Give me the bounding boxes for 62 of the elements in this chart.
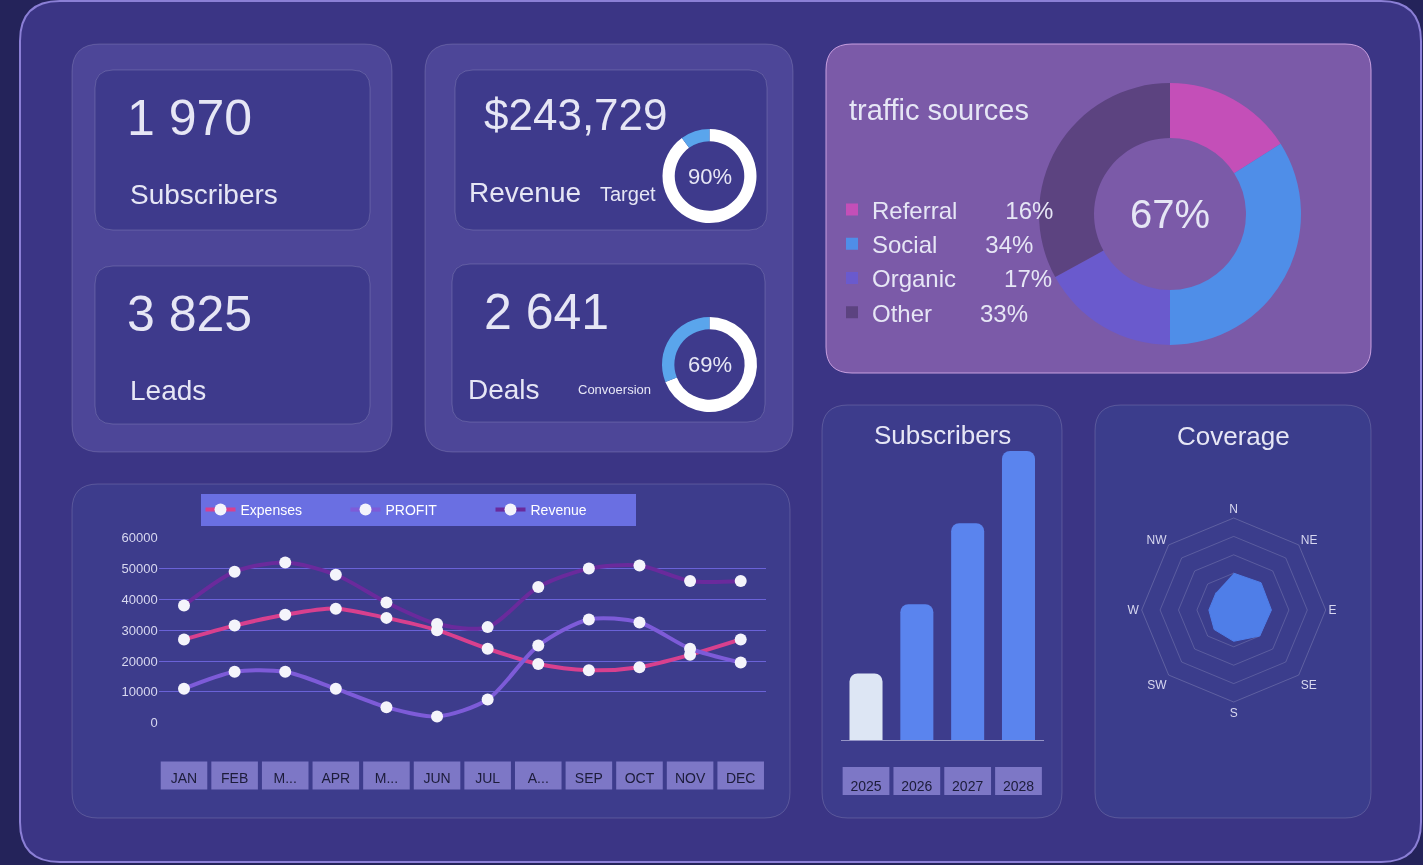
- spoke-label: E: [1328, 603, 1337, 618]
- x-tick-label: DEC: [725, 769, 756, 786]
- text: $243,729: [484, 90, 668, 139]
- text: 67%: [1130, 192, 1211, 236]
- legend-label: PROFIT: [385, 502, 438, 519]
- bar: [900, 604, 934, 740]
- chart-title: Subscribers: [874, 420, 1012, 450]
- text: Leads: [130, 375, 207, 406]
- donut-slice: [1055, 250, 1170, 345]
- y-tick-label: 40000: [121, 591, 158, 607]
- y-tick-label: 20000: [121, 653, 158, 669]
- bar: [849, 673, 883, 740]
- donut-slice: [1170, 83, 1281, 174]
- text: 3 825: [127, 286, 253, 342]
- x-tick-label: 2027: [952, 777, 984, 794]
- text: 69%: [688, 352, 733, 377]
- y-tick-label: 60000: [121, 530, 158, 546]
- spoke-label: SE: [1300, 677, 1317, 692]
- chart-title: Coverage: [1177, 421, 1290, 451]
- donut-slice: [681, 129, 710, 148]
- spoke-label: N: [1229, 501, 1239, 516]
- spoke-label: S: [1229, 705, 1238, 720]
- legend-label: Social 34%: [872, 231, 1034, 259]
- text: Subscribers: [130, 179, 278, 210]
- y-tick-label: 50000: [121, 561, 158, 577]
- x-tick-label: JAN: [170, 769, 198, 786]
- legend-label: Organic 17%: [872, 265, 1053, 293]
- text: Convoersion: [578, 382, 651, 397]
- spoke-label: SW: [1147, 677, 1168, 692]
- text: Deals: [468, 374, 540, 405]
- spoke-label: NW: [1146, 533, 1168, 548]
- bar: [1001, 451, 1036, 740]
- text: 2 641: [484, 284, 610, 340]
- x-tick-label: M...: [374, 769, 399, 786]
- text: Target: [600, 183, 657, 205]
- text: 1 970: [127, 90, 253, 146]
- x-tick-label: A...: [527, 769, 549, 786]
- x-tick-label: SEP: [574, 769, 603, 786]
- y-tick-label: 10000: [121, 684, 158, 700]
- legend-label: Referral 16%: [872, 196, 1054, 224]
- x-tick-label: JUL: [475, 769, 501, 786]
- spoke-label: NE: [1300, 533, 1318, 548]
- chart-title: traffic sources: [849, 94, 1029, 126]
- x-tick-label: 2025: [850, 777, 882, 794]
- donut-slice: [665, 317, 757, 412]
- x-tick-label: OCT: [624, 769, 655, 786]
- text: Revenue: [469, 177, 582, 208]
- x-tick-label: FEB: [220, 769, 249, 786]
- y-tick-label: 0: [150, 715, 158, 731]
- x-tick-label: 2028: [1002, 777, 1035, 794]
- legend-label: Expenses: [240, 502, 302, 519]
- y-tick-label: 30000: [121, 622, 158, 638]
- x-tick-label: APR: [321, 769, 351, 786]
- legend-label: Other 33%: [872, 299, 1029, 327]
- bar: [951, 523, 985, 740]
- x-tick-label: M...: [273, 769, 297, 786]
- legend-label: Revenue: [530, 502, 587, 519]
- x-tick-label: 2026: [901, 777, 933, 794]
- text: 90%: [688, 164, 733, 189]
- spoke-label: W: [1127, 603, 1140, 618]
- x-tick-label: NOV: [674, 769, 706, 786]
- x-tick-label: JUN: [423, 769, 451, 786]
